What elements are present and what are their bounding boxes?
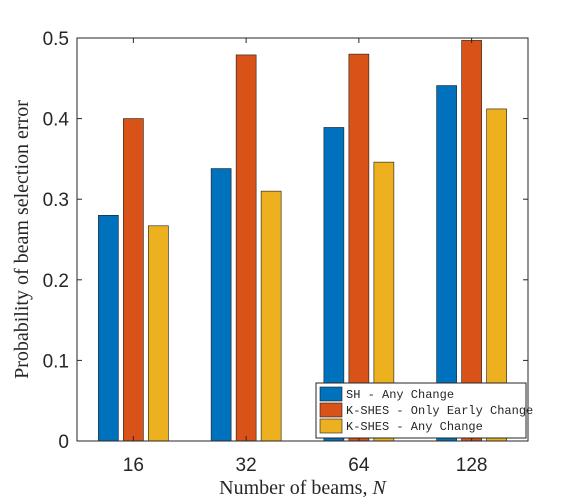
bar-2-128 [462,40,482,441]
y-axis-label: Probability of beam selection error [11,100,33,379]
y-tick-label: 0.2 [43,271,69,292]
y-tick-label: 0.4 [43,110,70,131]
x-tick-label: 128 [456,455,488,476]
x-tick-label: 32 [236,455,257,476]
bar-2-16 [123,119,143,441]
x-tick-label: 16 [123,455,144,476]
legend-swatch-2 [320,403,342,417]
y-tick-label: 0.5 [43,29,69,50]
plot-area [77,38,528,441]
bar-1-16 [98,215,118,441]
legend-label-3: K-SHES - Any Change [346,420,483,434]
bar-3-32 [261,191,281,441]
bar-3-16 [148,226,168,441]
legend-swatch-3 [320,419,342,433]
legend-label-2: K-SHES - Only Early Change [346,404,533,418]
bar-2-32 [236,55,256,441]
bar-1-32 [211,169,231,441]
legend: SH - Any Change K-SHES - Only Early Chang… [316,383,533,438]
x-tick-label: 64 [348,455,370,476]
x-axis-label: Number of beams, N [219,477,387,499]
y-tick-label: 0.1 [43,351,69,372]
y-tick-label: 0.3 [43,190,69,211]
legend-swatch-1 [320,387,342,401]
y-tick-label: 0 [58,432,69,453]
legend-label-1: SH - Any Change [346,388,454,402]
